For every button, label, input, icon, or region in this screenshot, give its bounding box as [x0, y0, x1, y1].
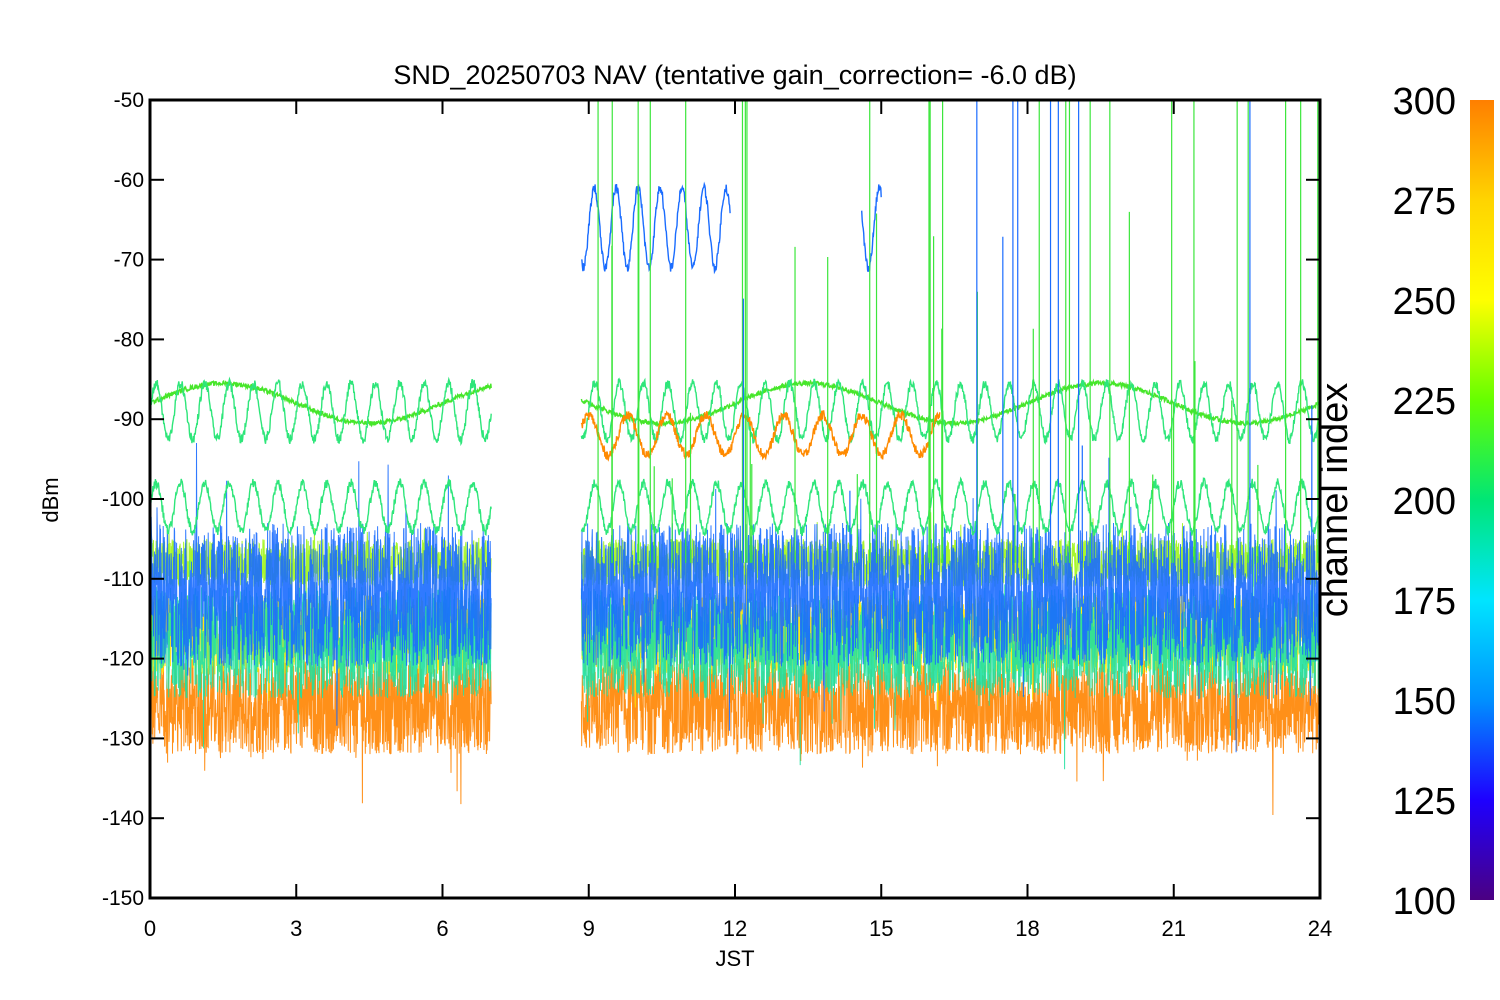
series-line — [580, 181, 731, 275]
y-tick-label: -120 — [102, 648, 144, 671]
y-tick-label: -60 — [114, 169, 144, 192]
x-tick-label: 12 — [723, 916, 747, 941]
y-tick-label: -140 — [102, 807, 144, 830]
x-tick-label: 24 — [1308, 916, 1332, 941]
series-line — [861, 184, 882, 273]
y-axis: -50 -60 -70 -80 -90 -100 -110 -120 -130 -140 -150 — [102, 89, 1320, 910]
series-line — [580, 377, 1320, 445]
series-line — [150, 560, 492, 749]
colorbar-tick-label: 275 — [1393, 181, 1456, 223]
colorbar-tick-label: 175 — [1393, 581, 1456, 623]
x-tick-label: 0 — [144, 916, 156, 941]
y-tick-label: -80 — [114, 328, 144, 351]
y-axis-label: dBm — [38, 477, 63, 522]
colorbar-tick-label: 100 — [1393, 881, 1456, 923]
series-line — [150, 478, 492, 537]
x-tick-label: 9 — [583, 916, 595, 941]
colorbar-label: channel index — [1314, 383, 1356, 618]
y-tick-label: -110 — [104, 568, 144, 591]
colorbar-tick-label: 250 — [1393, 281, 1456, 323]
y-tick-label: -50 — [114, 89, 144, 112]
y-tick-label: -70 — [114, 249, 144, 272]
chart-title: SND_20250703 NAV (tentative gain_correct… — [393, 60, 1076, 90]
x-tick-label: 3 — [290, 916, 302, 941]
colorbar-tick-label: 200 — [1393, 481, 1456, 523]
series-line — [580, 488, 1320, 753]
y-tick-label: -90 — [114, 408, 144, 431]
y-tick-label: -150 — [102, 887, 144, 910]
x-axis-label: JST — [715, 946, 754, 971]
plot-frame — [148, 98, 1322, 900]
plot-area — [150, 100, 1320, 816]
colorbar-tick-label: 150 — [1393, 681, 1456, 723]
y-tick-label: -130 — [102, 727, 144, 750]
colorbar-tick-label: 225 — [1393, 381, 1456, 423]
colorbar-tick-label: 300 — [1393, 81, 1456, 123]
x-tick-label: 15 — [869, 916, 893, 941]
x-tick-label: 6 — [436, 916, 448, 941]
x-tick-label: 21 — [1162, 916, 1186, 941]
x-axis: 0 3 6 9 12 15 18 21 24 — [144, 100, 1332, 941]
series-line — [150, 595, 492, 805]
colorbar-axis: 300 275 250 225 200 175 150 125 100 — [1393, 81, 1456, 923]
series-line — [580, 476, 1320, 538]
y-tick-label: -100 — [102, 488, 144, 511]
series-line — [150, 442, 492, 726]
colorbar-tick-label: 125 — [1393, 781, 1456, 823]
series-line — [150, 376, 492, 447]
colorbar — [1470, 100, 1494, 900]
x-tick-label: 18 — [1015, 916, 1039, 941]
series-line — [580, 410, 941, 462]
